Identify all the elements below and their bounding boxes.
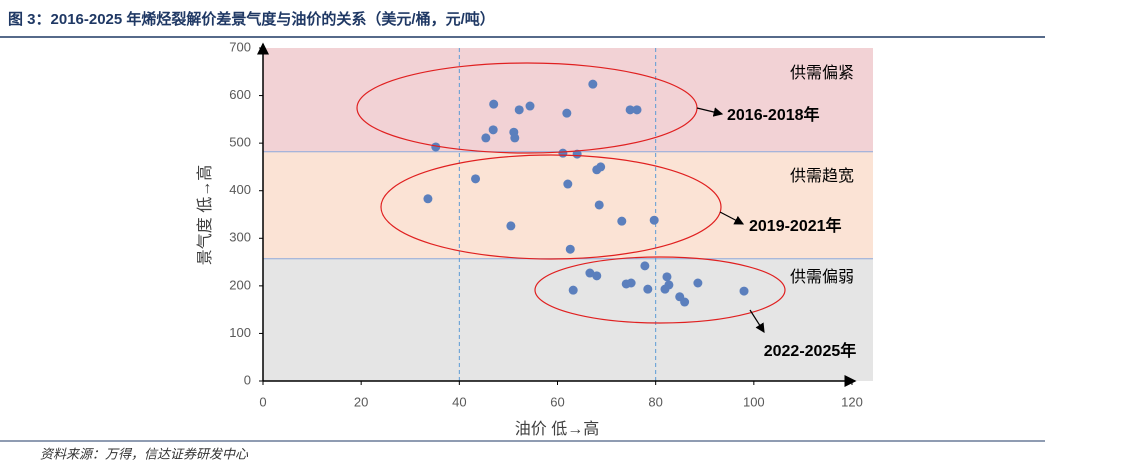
chart-title: 图 3：2016-2025 年烯烃裂解价差景气度与油价的关系（美元/桶，元/吨）: [8, 10, 495, 28]
group-ellipse: [380, 154, 722, 260]
point: [431, 142, 441, 152]
y-tick-label: 400: [229, 182, 251, 197]
point: [625, 105, 635, 115]
band: [263, 258, 873, 381]
point: [662, 272, 672, 282]
y-tick-label: 100: [229, 325, 251, 340]
point: [423, 194, 433, 204]
point: [693, 278, 703, 288]
point: [481, 133, 491, 143]
point: [565, 244, 575, 254]
band-label: 供需趋宽: [790, 167, 854, 185]
band: [263, 48, 873, 152]
point: [660, 284, 670, 294]
point: [506, 221, 516, 231]
y-tick-label: 200: [229, 277, 251, 292]
y-tick-label: 0: [244, 372, 251, 387]
point: [563, 179, 573, 189]
point: [592, 271, 602, 281]
annotation: 2016-2018年: [727, 105, 820, 124]
y-tick-label: 500: [229, 135, 251, 150]
y-tick-label: 700: [229, 39, 251, 54]
point: [525, 101, 535, 111]
band-label: 供需偏弱: [790, 268, 854, 286]
source: 资料来源：万得，信达证券研发中心: [40, 446, 249, 461]
annotation: 2019-2021年: [749, 216, 842, 235]
point: [640, 261, 650, 271]
annotation: 2022-2025年: [764, 341, 857, 360]
point: [588, 79, 598, 89]
point: [680, 297, 690, 307]
band: [263, 151, 873, 259]
x-tick-label: 60: [550, 394, 564, 409]
x-tick-label: 20: [354, 394, 368, 409]
point: [739, 286, 749, 296]
x-tick-label: 0: [259, 394, 266, 409]
point: [626, 278, 636, 288]
point: [471, 174, 481, 184]
y-tick-label: 300: [229, 230, 251, 245]
point: [488, 125, 498, 135]
x-tick-label: 80: [648, 394, 662, 409]
annotation-arrow: [719, 211, 745, 225]
point: [514, 105, 524, 115]
point: [489, 99, 499, 109]
x-tick-label: 120: [841, 394, 863, 409]
group-ellipse: [534, 256, 786, 324]
point: [585, 268, 595, 278]
x-tick-label: 100: [743, 394, 765, 409]
annotation-arrow: [696, 107, 724, 117]
point: [510, 133, 520, 143]
x-tick-label: 40: [452, 394, 466, 409]
point: [649, 215, 659, 225]
band-label: 供需偏紧: [790, 64, 854, 82]
point: [632, 105, 642, 115]
y-axis-label: 景气度 低→高: [196, 165, 214, 265]
point: [617, 216, 627, 226]
point: [596, 162, 606, 172]
point: [558, 148, 568, 158]
y-tick-label: 600: [229, 87, 251, 102]
point: [594, 200, 604, 210]
point: [643, 284, 653, 294]
point: [568, 285, 578, 295]
point: [562, 108, 572, 118]
x-axis-label: 油价 低→高: [515, 420, 599, 438]
annotation-arrow: [749, 309, 765, 334]
